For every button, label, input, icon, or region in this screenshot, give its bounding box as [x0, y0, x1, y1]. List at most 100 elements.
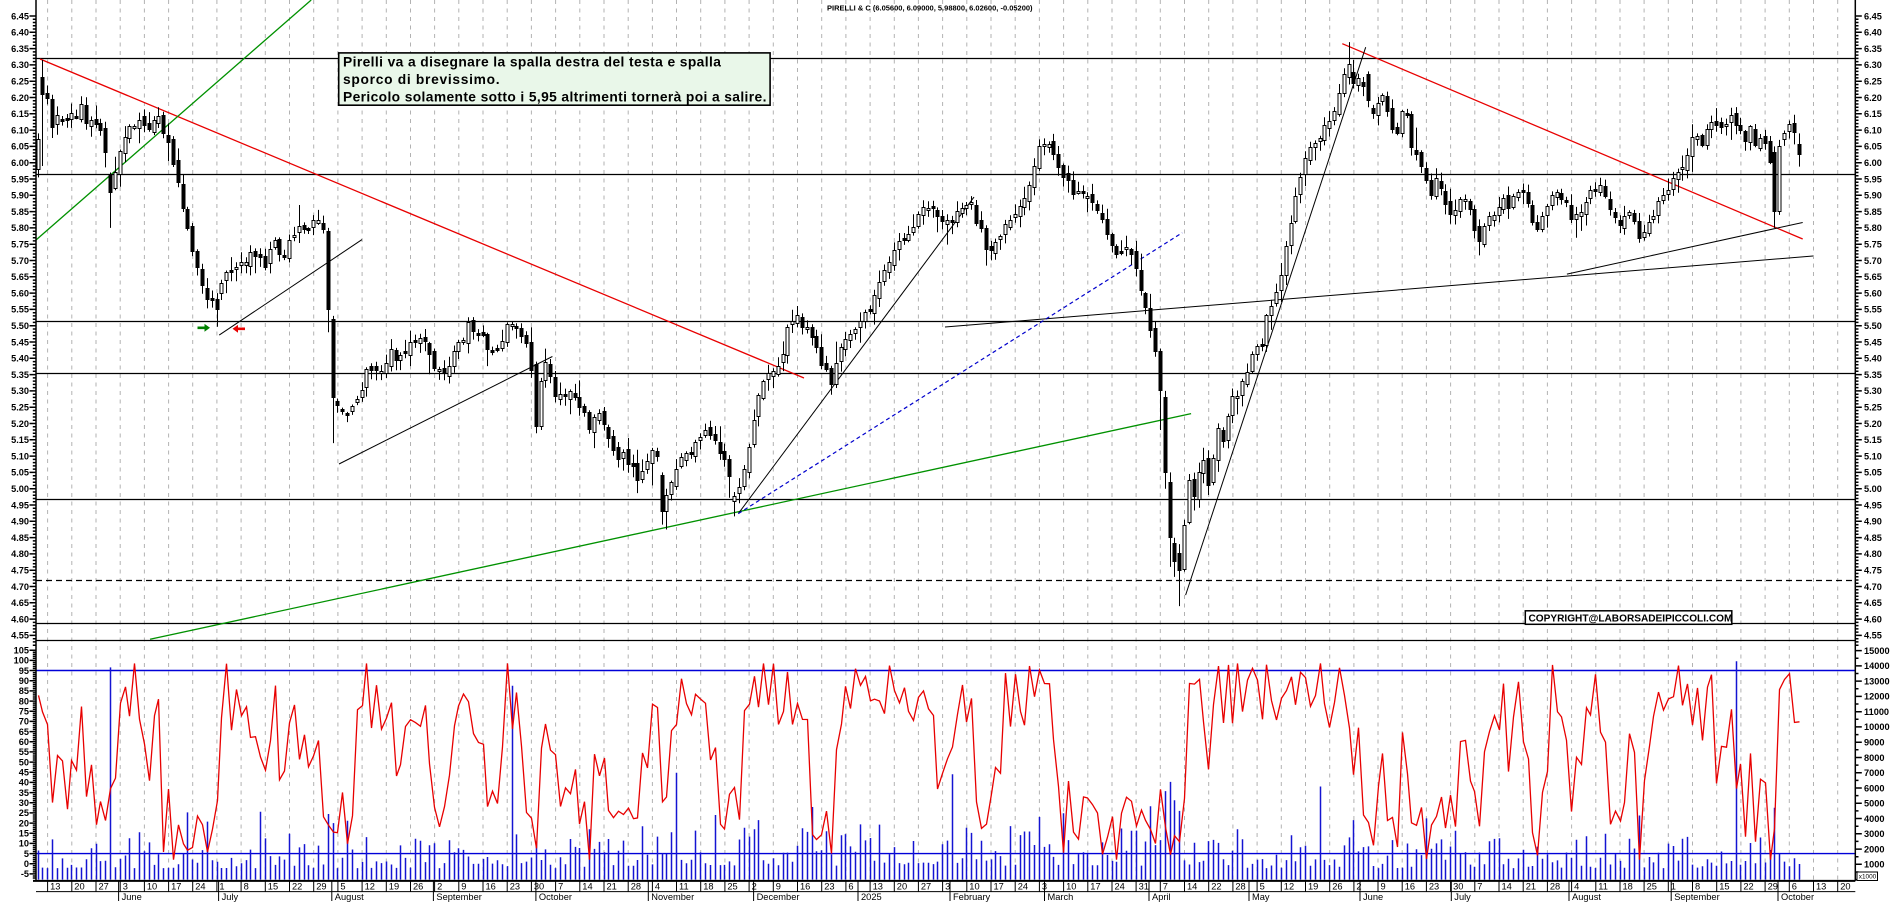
svg-text:4: 4 — [1574, 882, 1579, 892]
svg-text:4.70: 4.70 — [1864, 582, 1882, 592]
svg-text:5.80: 5.80 — [1864, 223, 1882, 233]
svg-text:17: 17 — [994, 882, 1004, 892]
svg-text:6.30: 6.30 — [11, 60, 29, 70]
svg-text:4.75: 4.75 — [1864, 566, 1882, 576]
svg-text:PIRELLI & C (6.05600, 6.09000,: PIRELLI & C (6.05600, 6.09000, 5.98800, … — [827, 4, 1033, 13]
svg-text:5.10: 5.10 — [11, 451, 29, 461]
svg-text:5.40: 5.40 — [11, 354, 29, 364]
svg-text:16: 16 — [1405, 882, 1415, 892]
svg-text:16: 16 — [800, 882, 810, 892]
svg-text:6.10: 6.10 — [1864, 125, 1882, 135]
svg-text:5.95: 5.95 — [11, 174, 29, 184]
svg-text:2: 2 — [1356, 882, 1361, 892]
svg-text:5.20: 5.20 — [1864, 419, 1882, 429]
svg-text:80: 80 — [19, 696, 29, 706]
svg-text:8000: 8000 — [1864, 753, 1884, 763]
svg-text:12: 12 — [365, 882, 375, 892]
svg-text:10: 10 — [969, 882, 979, 892]
svg-text:6: 6 — [848, 882, 853, 892]
svg-text:September: September — [436, 892, 481, 902]
svg-text:6.40: 6.40 — [1864, 28, 1882, 38]
svg-text:90: 90 — [19, 676, 29, 686]
svg-text:3: 3 — [123, 882, 128, 892]
svg-text:5000: 5000 — [1864, 799, 1884, 809]
svg-text:29: 29 — [316, 882, 326, 892]
svg-text:22: 22 — [1743, 882, 1753, 892]
svg-text:6000: 6000 — [1864, 783, 1884, 793]
svg-text:5.00: 5.00 — [11, 484, 29, 494]
svg-text:6.40: 6.40 — [11, 28, 29, 38]
svg-text:April: April — [1152, 892, 1171, 902]
svg-text:5.05: 5.05 — [11, 468, 29, 478]
svg-text:August: August — [335, 892, 364, 902]
svg-text:4.95: 4.95 — [1864, 500, 1882, 510]
svg-text:60: 60 — [19, 737, 29, 747]
svg-text:5: 5 — [24, 849, 29, 859]
svg-text:September: September — [1674, 892, 1719, 902]
svg-text:20: 20 — [1840, 882, 1850, 892]
svg-text:3000: 3000 — [1864, 829, 1884, 839]
svg-text:5.95: 5.95 — [1864, 174, 1882, 184]
svg-text:6.00: 6.00 — [11, 158, 29, 168]
svg-text:6.15: 6.15 — [1864, 109, 1882, 119]
svg-text:6.15: 6.15 — [11, 109, 29, 119]
svg-text:22: 22 — [292, 882, 302, 892]
svg-text:13: 13 — [1816, 882, 1826, 892]
svg-text:4.60: 4.60 — [1864, 614, 1882, 624]
svg-text:5.70: 5.70 — [1864, 256, 1882, 266]
svg-text:24: 24 — [1018, 882, 1028, 892]
svg-text:5.55: 5.55 — [11, 305, 29, 315]
svg-text:3: 3 — [945, 882, 950, 892]
svg-text:sporco di brevissimo.: sporco di brevissimo. — [343, 72, 500, 87]
svg-text:6.35: 6.35 — [1864, 44, 1882, 54]
svg-text:x1000: x1000 — [1859, 874, 1877, 881]
svg-text:5.65: 5.65 — [1864, 272, 1882, 282]
svg-text:17: 17 — [1090, 882, 1100, 892]
svg-text:5.25: 5.25 — [11, 403, 29, 413]
svg-text:3: 3 — [1042, 882, 1047, 892]
svg-text:26: 26 — [1332, 882, 1342, 892]
svg-text:7: 7 — [1477, 882, 1482, 892]
svg-text:March: March — [1048, 892, 1074, 902]
svg-text:30: 30 — [534, 882, 544, 892]
svg-text:27: 27 — [921, 882, 931, 892]
svg-text:4.95: 4.95 — [11, 500, 29, 510]
svg-text:5.65: 5.65 — [11, 272, 29, 282]
svg-text:65: 65 — [19, 727, 29, 737]
svg-text:13000: 13000 — [1864, 676, 1890, 686]
svg-text:31: 31 — [1139, 882, 1149, 892]
svg-text:6.25: 6.25 — [1864, 77, 1882, 87]
svg-text:20: 20 — [897, 882, 907, 892]
svg-text:13: 13 — [50, 882, 60, 892]
svg-text:4: 4 — [655, 882, 660, 892]
svg-text:15: 15 — [1719, 882, 1729, 892]
svg-text:19: 19 — [389, 882, 399, 892]
svg-text:4.60: 4.60 — [11, 614, 29, 624]
svg-text:25: 25 — [1647, 882, 1657, 892]
svg-text:6.45: 6.45 — [1864, 11, 1882, 21]
svg-text:5.60: 5.60 — [1864, 288, 1882, 298]
svg-text:5.50: 5.50 — [1864, 321, 1882, 331]
svg-text:4000: 4000 — [1864, 814, 1884, 824]
svg-text:105: 105 — [14, 646, 29, 656]
svg-text:28: 28 — [631, 882, 641, 892]
svg-text:27: 27 — [99, 882, 109, 892]
svg-text:5.90: 5.90 — [1864, 191, 1882, 201]
svg-text:4.65: 4.65 — [11, 598, 29, 608]
svg-text:14000: 14000 — [1864, 661, 1890, 671]
svg-text:40: 40 — [19, 778, 29, 788]
svg-text:5.15: 5.15 — [11, 435, 29, 445]
svg-text:70: 70 — [19, 717, 29, 727]
svg-text:15: 15 — [268, 882, 278, 892]
svg-text:6.20: 6.20 — [11, 93, 29, 103]
svg-text:5.75: 5.75 — [1864, 240, 1882, 250]
svg-text:5.20: 5.20 — [11, 419, 29, 429]
svg-text:23: 23 — [510, 882, 520, 892]
svg-text:4.70: 4.70 — [11, 582, 29, 592]
svg-text:8: 8 — [244, 882, 249, 892]
svg-text:2000: 2000 — [1864, 844, 1884, 854]
svg-text:2025: 2025 — [861, 892, 882, 902]
svg-text:22: 22 — [1211, 882, 1221, 892]
svg-text:10: 10 — [19, 839, 29, 849]
svg-text:5.45: 5.45 — [1864, 337, 1882, 347]
